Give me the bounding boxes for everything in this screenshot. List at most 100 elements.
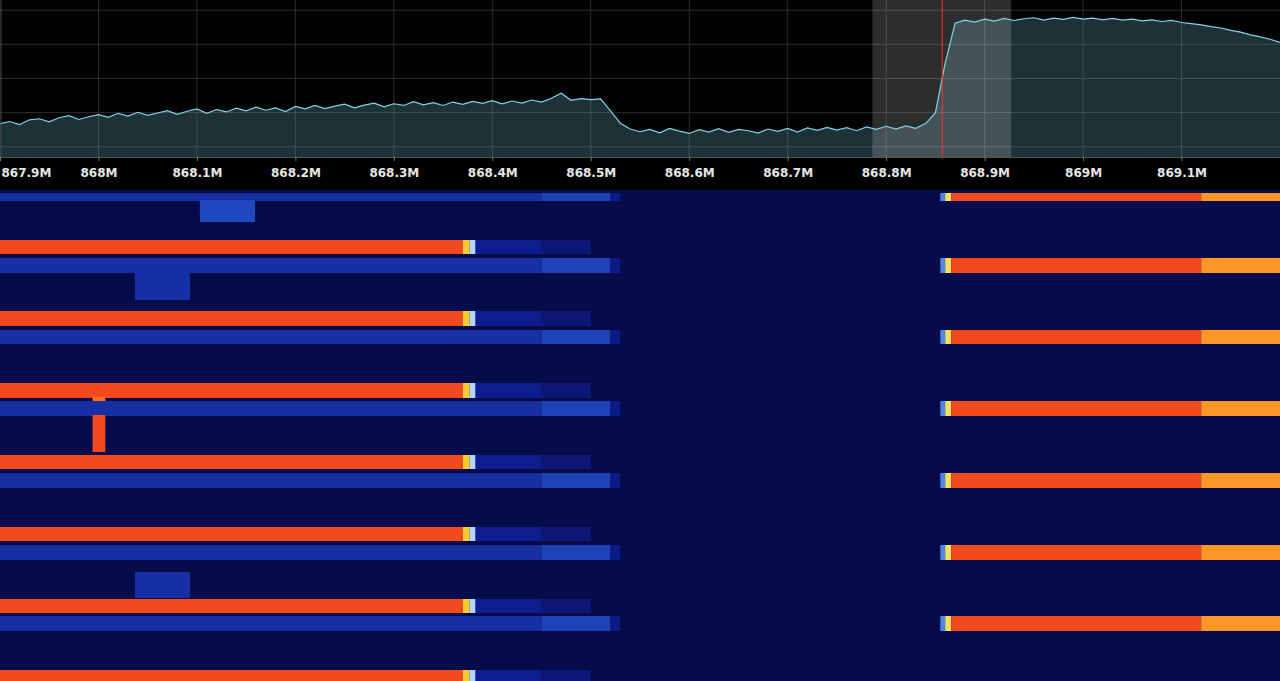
waterfall-cell: [1201, 193, 1280, 201]
waterfall-cell: [542, 527, 591, 541]
waterfall-cell: [476, 455, 542, 469]
waterfall-background: [0, 190, 1280, 681]
waterfall-row: [0, 670, 591, 681]
waterfall-cell: [0, 193, 542, 201]
waterfall-cell: [945, 545, 951, 560]
waterfall-cell: [470, 599, 476, 613]
waterfall-cell: [0, 599, 463, 613]
x-tick-mark: [197, 157, 198, 161]
x-tick: 868.5M: [566, 157, 616, 180]
waterfall-row: [0, 311, 591, 326]
x-tick-mark: [394, 157, 395, 161]
waterfall-cell: [610, 193, 620, 201]
waterfall-cell: [610, 545, 620, 560]
waterfall-cell: [610, 330, 620, 344]
grid: [0, 0, 1280, 157]
waterfall-cell: [476, 599, 542, 613]
grid-line-y: [0, 10, 1280, 11]
waterfall-cell: [945, 616, 951, 631]
x-tick: 869.1M: [1157, 157, 1207, 180]
waterfall-cell: [0, 473, 542, 488]
waterfall-cell: [0, 330, 542, 344]
x-tick-label: 868.1M: [172, 166, 222, 180]
waterfall-row: [0, 473, 1280, 488]
waterfall-cell: [463, 599, 470, 613]
x-tick: 868.1M: [172, 157, 222, 180]
x-tick-label: 868.3M: [369, 166, 419, 180]
waterfall-cell: [542, 473, 611, 488]
waterfall-cell: [940, 193, 945, 201]
waterfall-cell: [940, 258, 945, 273]
x-tick-mark: [0, 157, 1, 161]
waterfall-cell: [940, 473, 945, 488]
waterfall-row: [0, 455, 591, 469]
x-tick-mark: [689, 157, 690, 161]
waterfall-cell: [610, 473, 620, 488]
x-tick-label: 868.2M: [271, 166, 321, 180]
waterfall-cell: [951, 545, 1201, 560]
x-tick: 868.2M: [271, 157, 321, 180]
x-tick-label: 868.8M: [862, 166, 912, 180]
waterfall-cell: [470, 455, 476, 469]
x-axis-line: [1, 157, 1280, 158]
waterfall-row: [135, 272, 190, 300]
waterfall-row: [200, 200, 255, 222]
waterfall-cell: [463, 527, 470, 541]
waterfall-row: [0, 599, 591, 613]
waterfall-cell: [951, 616, 1201, 631]
waterfall-cell: [542, 258, 611, 273]
spectrum-line: [0, 17, 1280, 133]
waterfall-cell: [1201, 330, 1280, 344]
waterfall-row: [0, 240, 591, 254]
waterfall-cell: [463, 670, 470, 681]
waterfall-cell: [476, 527, 542, 541]
x-tick: 868.8M: [862, 157, 912, 180]
x-tick-label: 868.9M: [960, 166, 1010, 180]
x-tick-mark: [98, 157, 99, 161]
x-tick-label: 868.4M: [468, 166, 518, 180]
waterfall-cell: [940, 616, 945, 631]
waterfall-cell: [135, 272, 190, 300]
waterfall-cell: [0, 383, 463, 398]
waterfall-cell: [1201, 401, 1280, 416]
waterfall-cell: [940, 545, 945, 560]
waterfall: [0, 190, 1280, 681]
x-tick-mark: [1083, 157, 1084, 161]
waterfall-cell: [0, 527, 463, 541]
waterfall-cell: [542, 401, 611, 416]
x-tick: 868.3M: [369, 157, 419, 180]
waterfall-cell: [945, 193, 951, 201]
waterfall-cell: [610, 258, 620, 273]
waterfall-cell: [945, 401, 951, 416]
waterfall-cell: [542, 193, 611, 201]
waterfall-cell: [945, 258, 951, 273]
x-tick-mark: [492, 157, 493, 161]
x-tick-mark: [591, 157, 592, 161]
x-tick: 868.9M: [960, 157, 1010, 180]
waterfall-cell: [0, 545, 542, 560]
spectrum-fill: [0, 17, 1280, 157]
x-tick: 868.4M: [468, 157, 518, 180]
waterfall-cell: [0, 311, 463, 326]
x-tick-mark: [886, 157, 887, 161]
waterfall-row: [0, 193, 1280, 201]
waterfall-cell: [542, 311, 591, 326]
x-tick: 868.7M: [763, 157, 813, 180]
x-tick: 868M: [80, 157, 117, 180]
x-tick-mark: [985, 157, 986, 161]
x-tick: 868.6M: [665, 157, 715, 180]
waterfall-cell: [951, 193, 1201, 201]
waterfall-row: [93, 415, 106, 452]
x-tick-label: 868.6M: [665, 166, 715, 180]
background: [0, 0, 1280, 681]
x-tick-label: 868M: [80, 166, 117, 180]
waterfall-cell: [463, 311, 470, 326]
y-axis: [0, 1, 2, 158]
waterfall-cell: [470, 240, 476, 254]
x-tick-label: 869M: [1065, 166, 1102, 180]
x-tick-mark: [295, 157, 296, 161]
vfo-bandwidth: [872, 0, 1011, 157]
waterfall-cell: [951, 401, 1201, 416]
plot-background: [0, 0, 1280, 157]
waterfall-cell: [945, 473, 951, 488]
